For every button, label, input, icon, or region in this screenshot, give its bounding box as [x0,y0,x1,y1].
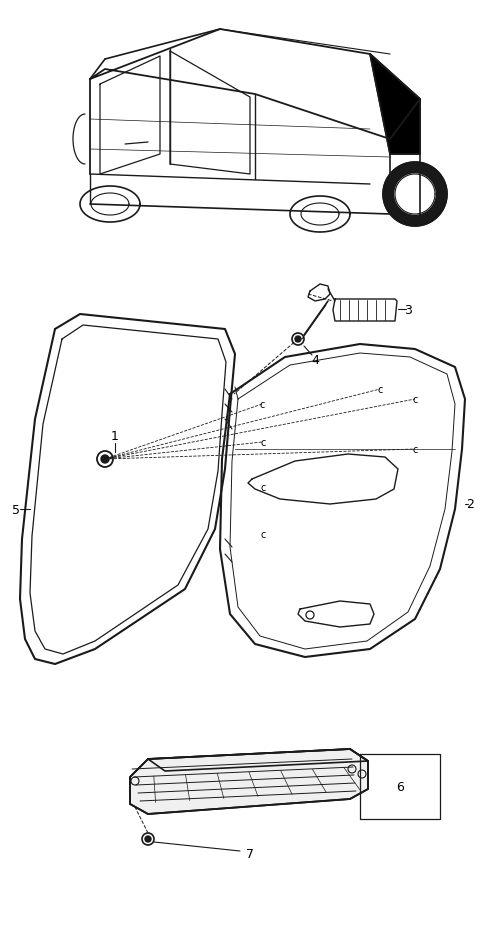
Text: 5: 5 [12,503,20,516]
Text: c: c [260,530,266,539]
Text: 7: 7 [246,847,254,860]
Text: 3: 3 [404,303,412,316]
Polygon shape [130,749,368,814]
Text: c: c [412,394,418,405]
Circle shape [101,456,109,463]
Polygon shape [370,55,420,155]
Polygon shape [395,174,435,214]
Text: c: c [259,400,264,409]
Text: c: c [260,483,266,493]
Text: c: c [377,384,383,394]
Text: 2: 2 [466,498,474,511]
Polygon shape [383,162,447,226]
Text: 1: 1 [111,430,119,443]
Text: c: c [412,445,418,455]
Text: 4: 4 [311,354,319,367]
Text: 6: 6 [396,780,404,793]
Circle shape [145,836,151,842]
Text: c: c [260,437,266,447]
Circle shape [295,337,301,342]
